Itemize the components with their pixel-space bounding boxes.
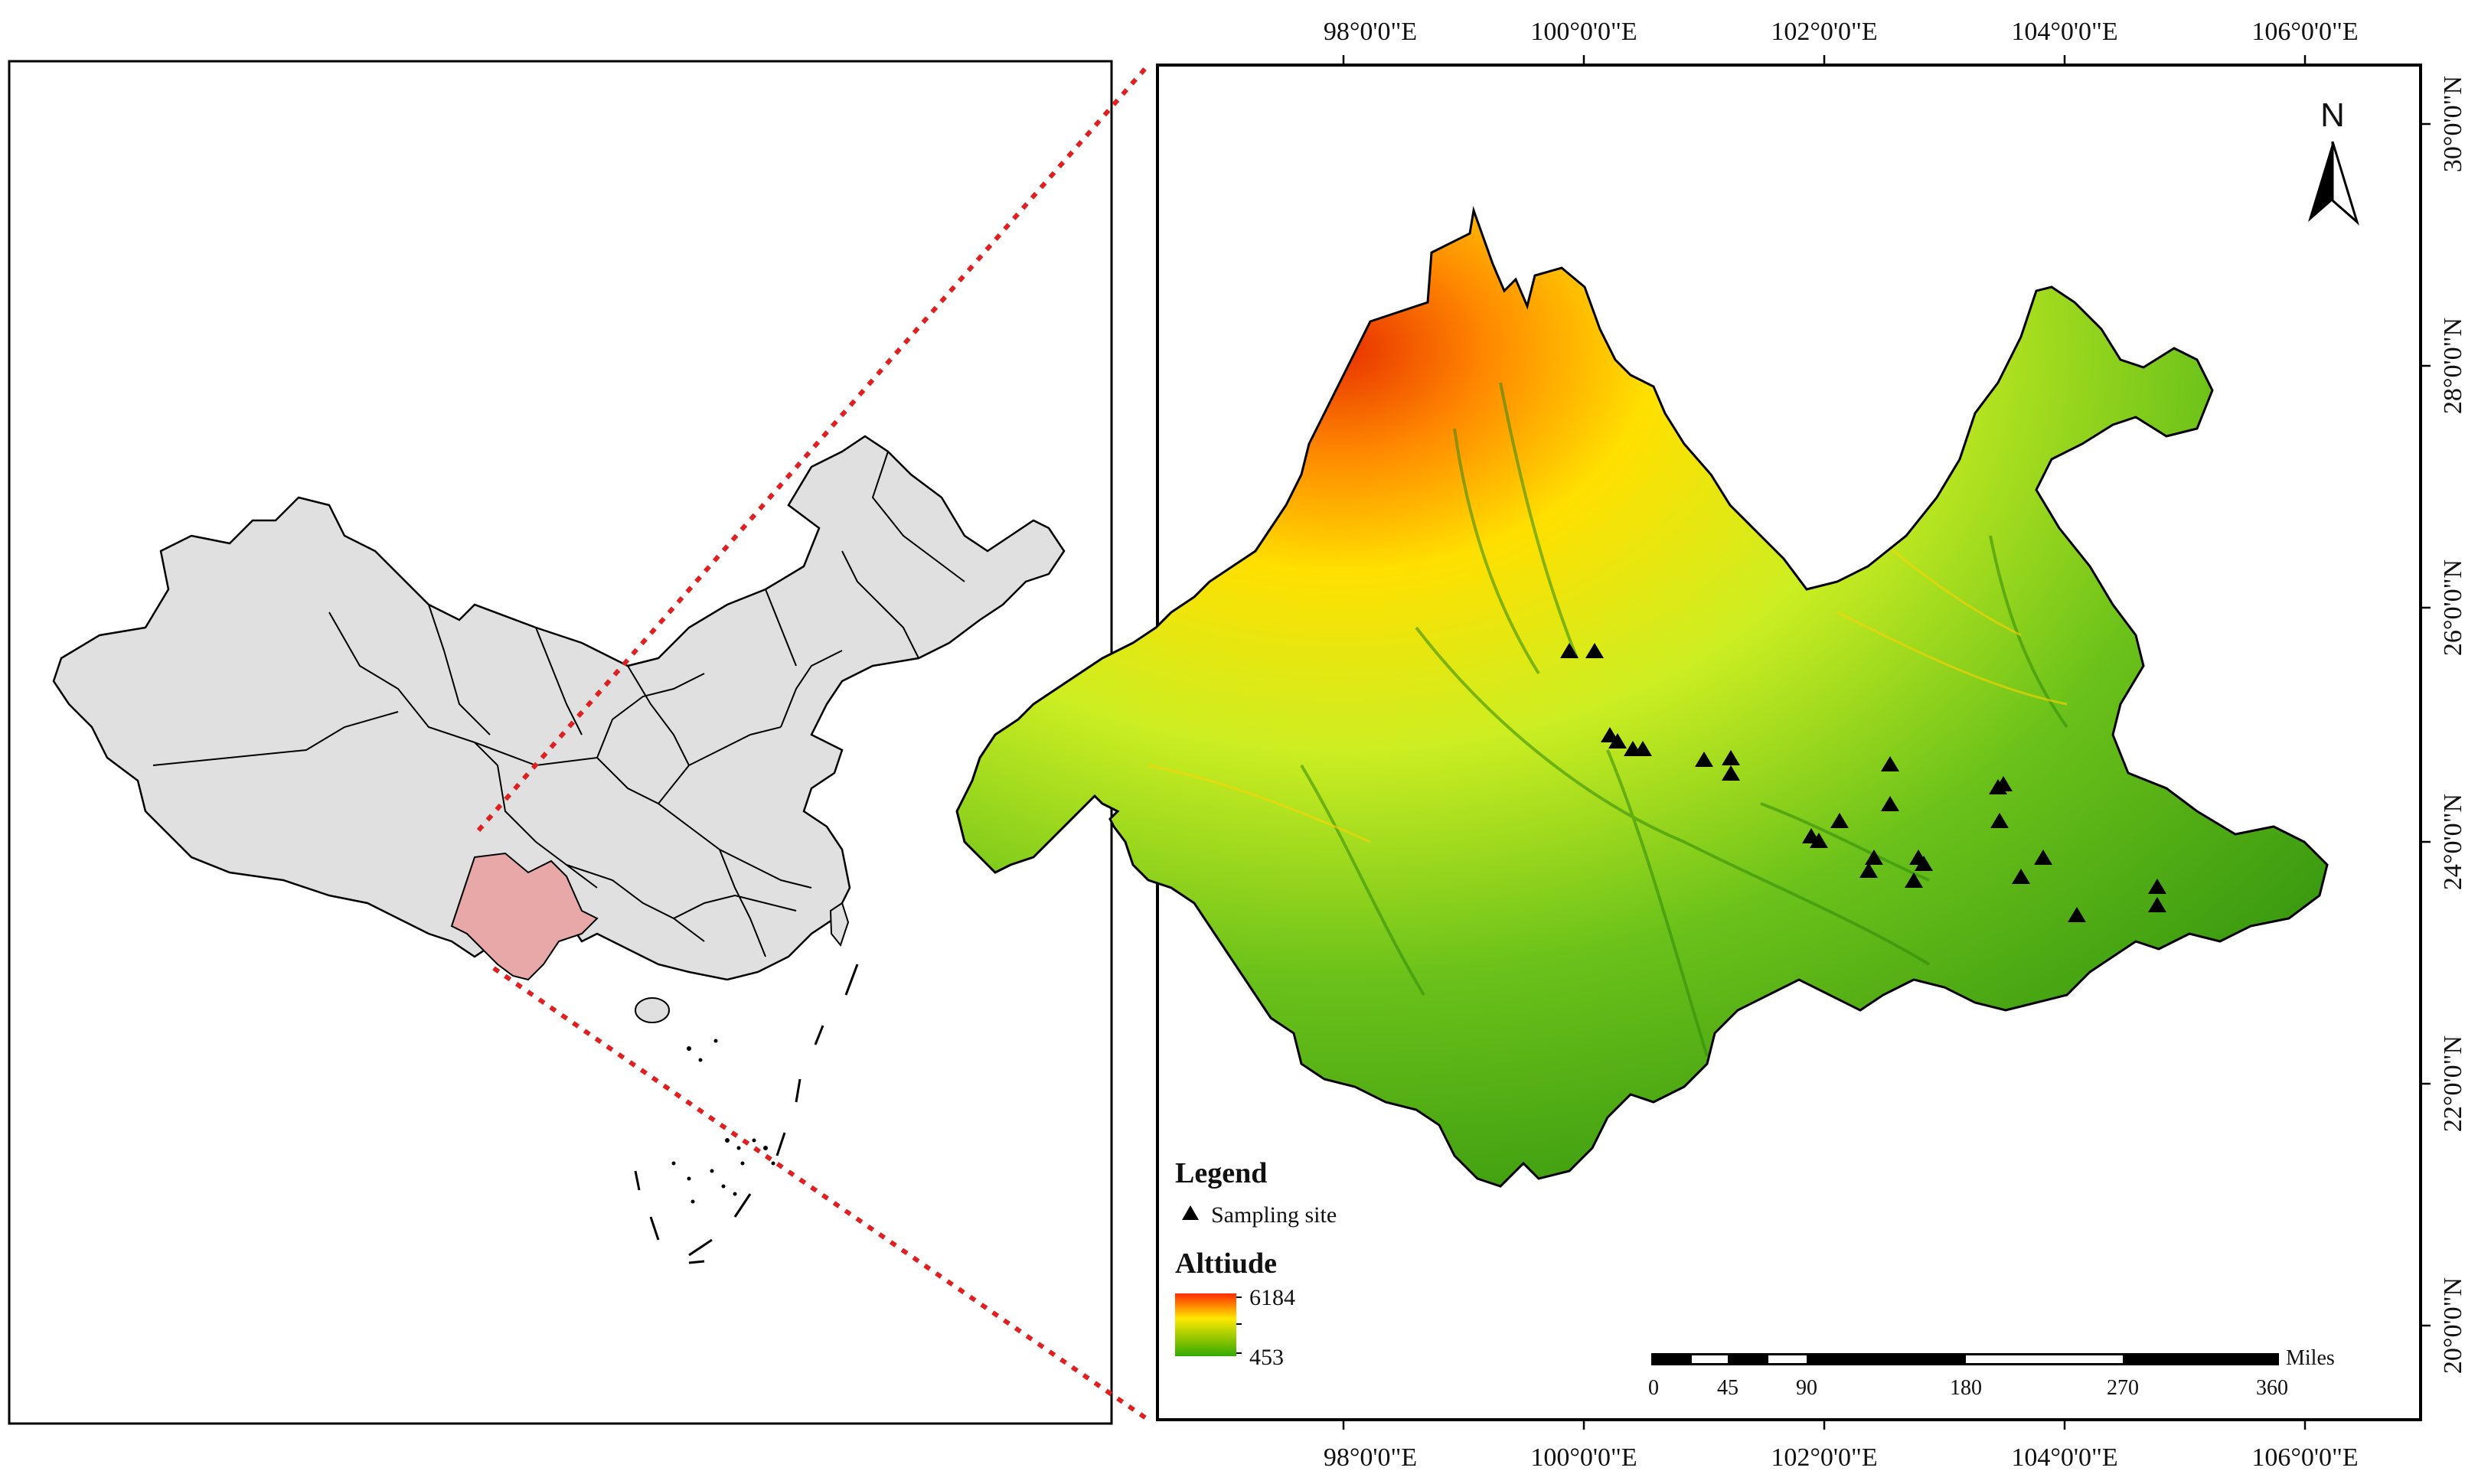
lat-label: 22°0'0"N [2439,1036,2467,1132]
sampling-site-marker [1881,796,1899,811]
legend-site-symbol [1182,1205,1199,1220]
sampling-site-marker [1990,813,2009,828]
sampling-site-marker [1881,756,1899,771]
lat-label: 24°0'0"N [2439,794,2467,890]
sampling-site-marker [1865,850,1883,865]
lon-label-top: 104°0'0"E [2011,18,2117,46]
map-legend: Legend Sampling site Alttiude 6184 453 [1175,1157,1337,1370]
longitude-ticks [1342,55,2307,1430]
sampling-site-marker [1608,733,1627,749]
sampling-site-marker [2034,850,2052,865]
altitude-color-ramp [1175,1293,1236,1356]
north-arrow: N [2308,96,2359,226]
legend-site-label: Sampling site [1211,1202,1337,1228]
lon-label-top: 102°0'0"E [1771,18,1877,46]
scale-label: 90 [1796,1376,1817,1400]
sampling-site-marker [2148,879,2166,894]
lon-label-bottom: 98°0'0"E [1324,1443,1417,1472]
lon-label-bottom: 106°0'0"E [2251,1443,2358,1472]
lon-label-bottom: 100°0'0"E [1530,1443,1637,1472]
sampling-site-marker [1810,833,1828,848]
sampling-site-marker [1994,776,2013,791]
sampling-site-marker [1830,813,1849,828]
sampling-sites [1560,643,2166,922]
scale-bar: Miles 0 45 90 180 270 360 [1648,1346,2335,1400]
scale-unit: Miles [2286,1346,2335,1370]
sampling-site-marker [1915,856,1933,871]
sampling-site-marker [1722,750,1740,765]
sampling-site-marker [1905,872,1923,888]
scale-label: 45 [1717,1376,1739,1400]
sampling-site-marker [1560,643,1579,658]
lon-label-top: 100°0'0"E [1530,18,1637,46]
latitude-ticks [2421,122,2431,1327]
north-label: N [2320,96,2345,134]
lon-label-top: 98°0'0"E [1324,18,1417,46]
scale-label: 0 [1648,1376,1659,1400]
sampling-site-marker [2012,869,2030,884]
lon-label-top: 106°0'0"E [2251,18,2358,46]
yunnan-highlight [450,852,599,981]
sampling-site-marker [2068,907,2086,922]
sampling-site-marker [1695,752,1713,767]
lon-label-bottom: 104°0'0"E [2011,1443,2117,1472]
zoom-connector [476,64,1151,1422]
legend-altitude-title: Alttiude [1175,1248,1277,1280]
sampling-site-marker [1722,765,1740,781]
sampling-site-marker [1634,741,1652,756]
lat-label: 28°0'0"N [2439,318,2467,414]
scale-label: 360 [2256,1376,2288,1400]
lon-label-bottom: 102°0'0"E [1771,1443,1877,1472]
china-outline [52,435,1066,1264]
sampling-site-marker [1859,863,1878,878]
scale-label: 270 [2107,1376,2139,1400]
lat-label: 26°0'0"N [2439,559,2467,656]
sampling-site-marker [2148,897,2166,912]
altitude-max-label: 6184 [1249,1285,1295,1310]
altitude-min-label: 453 [1249,1345,1284,1370]
scale-label: 180 [1950,1376,1982,1400]
sampling-site-marker [1585,643,1604,658]
legend-title: Legend [1175,1157,1267,1189]
lat-label: 30°0'0"N [2439,76,2467,172]
lat-label: 20°0'0"N [2439,1277,2467,1374]
